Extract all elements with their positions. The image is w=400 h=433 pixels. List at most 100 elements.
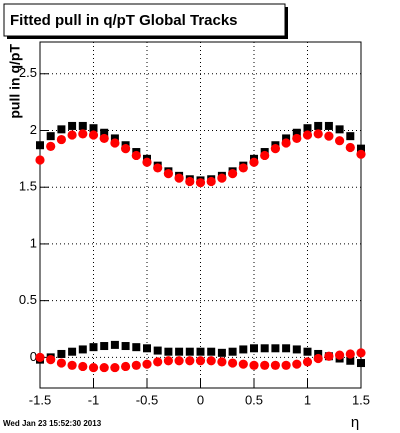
- point: [356, 149, 366, 159]
- y-tick-label: 0: [30, 349, 37, 364]
- point: [260, 150, 270, 161]
- point: [143, 344, 151, 353]
- point: [345, 349, 355, 359]
- point: [46, 141, 56, 151]
- point: [153, 357, 163, 367]
- point: [314, 121, 323, 130]
- point: [78, 129, 88, 139]
- point: [196, 347, 205, 356]
- point: [303, 124, 312, 133]
- point: [270, 144, 280, 154]
- point: [335, 125, 344, 134]
- point: [195, 356, 206, 366]
- point: [132, 343, 141, 352]
- y-tick-label: 0.5: [19, 292, 37, 307]
- point: [250, 344, 258, 353]
- point: [185, 347, 194, 356]
- point: [121, 361, 131, 372]
- footer-date: Wed Jan 23 15:52:30 2013: [3, 419, 102, 428]
- point: [228, 168, 238, 179]
- point: [46, 355, 56, 365]
- point: [131, 360, 141, 370]
- point: [324, 131, 334, 141]
- point: [217, 173, 227, 183]
- point: [206, 176, 216, 187]
- point: [346, 132, 355, 141]
- point: [175, 347, 184, 356]
- point: [228, 358, 238, 368]
- point: [142, 157, 152, 167]
- point: [56, 134, 66, 145]
- point: [228, 347, 237, 356]
- point: [110, 138, 120, 148]
- point: [121, 144, 131, 154]
- point: [239, 345, 248, 354]
- point: [260, 344, 269, 353]
- point: [121, 342, 130, 351]
- point: [207, 347, 216, 356]
- point: [281, 138, 291, 148]
- x-tick-label: -1: [88, 392, 100, 407]
- point: [88, 130, 99, 140]
- point: [57, 349, 66, 358]
- point: [282, 344, 291, 353]
- point: [110, 340, 119, 349]
- chart-title: Fitted pull in q/pT Global Tracks: [10, 12, 238, 29]
- point: [78, 345, 87, 354]
- point: [346, 356, 355, 365]
- point: [260, 360, 270, 370]
- y-tick-label: 1: [30, 235, 37, 250]
- x-tick-label: 1.5: [352, 392, 370, 407]
- point: [68, 121, 77, 130]
- point: [324, 121, 333, 130]
- x-tick-label: -0.5: [136, 392, 158, 407]
- point: [163, 168, 173, 179]
- point: [142, 359, 152, 369]
- point: [249, 360, 259, 370]
- point: [345, 142, 355, 153]
- point: [206, 356, 216, 366]
- point: [163, 356, 173, 366]
- point: [238, 359, 248, 369]
- point: [99, 133, 109, 144]
- point: [100, 128, 109, 137]
- point: [56, 358, 66, 368]
- point: [67, 360, 77, 370]
- point: [68, 347, 77, 356]
- point: [292, 345, 301, 354]
- title-box: [3, 3, 286, 37]
- point: [89, 343, 98, 352]
- point: [88, 362, 99, 373]
- point: [35, 155, 45, 165]
- point: [153, 346, 162, 355]
- point: [36, 141, 44, 150]
- point: [217, 357, 227, 367]
- point: [78, 361, 88, 372]
- point: [302, 357, 313, 367]
- point: [335, 350, 345, 360]
- point: [324, 351, 334, 361]
- point: [357, 144, 365, 153]
- point: [249, 157, 259, 167]
- point: [78, 121, 87, 130]
- point: [174, 356, 184, 366]
- point: [356, 348, 366, 358]
- point: [292, 128, 301, 137]
- point: [67, 130, 77, 140]
- x-axis-label: η: [351, 414, 359, 431]
- point: [292, 359, 302, 369]
- point: [164, 347, 173, 356]
- point: [174, 173, 184, 183]
- point: [357, 359, 365, 368]
- point: [270, 360, 280, 370]
- x-tick-label: 0.5: [245, 392, 263, 407]
- point: [185, 356, 195, 366]
- x-tick-label: 1: [304, 392, 311, 407]
- point: [153, 163, 163, 173]
- point: [303, 347, 312, 356]
- point: [110, 362, 120, 373]
- point: [99, 362, 109, 373]
- point: [238, 163, 248, 173]
- point: [335, 136, 345, 146]
